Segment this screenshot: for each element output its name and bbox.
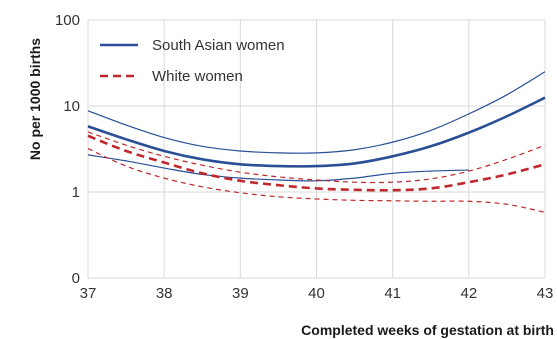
south-asian-women-upper-ci bbox=[87, 71, 546, 154]
south-asian-women-lower-ci bbox=[87, 154, 469, 182]
x-tick-label: 38 bbox=[156, 285, 173, 302]
x-tick-label: 41 bbox=[384, 285, 401, 302]
x-tick-label: 42 bbox=[460, 285, 477, 302]
south-asian-women-line bbox=[87, 96, 546, 168]
y-tick-label: 1 bbox=[72, 184, 80, 201]
x-tick-label: 39 bbox=[232, 285, 249, 302]
y-axis-title: No per 1000 births bbox=[27, 38, 43, 160]
white-women-upper-ci bbox=[87, 131, 546, 184]
plot-lines bbox=[87, 71, 546, 213]
y-tick-label: 10 bbox=[63, 98, 80, 115]
x-axis-title: Completed weeks of gestation at birth bbox=[301, 322, 554, 338]
x-tick-label: 43 bbox=[537, 285, 554, 302]
legend: South Asian women White women bbox=[100, 37, 285, 85]
y-tick-label: 0 bbox=[72, 270, 80, 287]
white-women-lower-ci bbox=[87, 148, 546, 213]
y-tick-label: 100 bbox=[55, 12, 80, 29]
tick-labels: 0 1 10 100 37 38 39 40 41 42 43 bbox=[55, 12, 553, 302]
x-tick-label: 40 bbox=[308, 285, 325, 302]
x-tick-label: 37 bbox=[80, 285, 97, 302]
legend-label: South Asian women bbox=[152, 37, 285, 54]
white-women-line bbox=[87, 134, 546, 192]
legend-label: White women bbox=[152, 68, 243, 85]
